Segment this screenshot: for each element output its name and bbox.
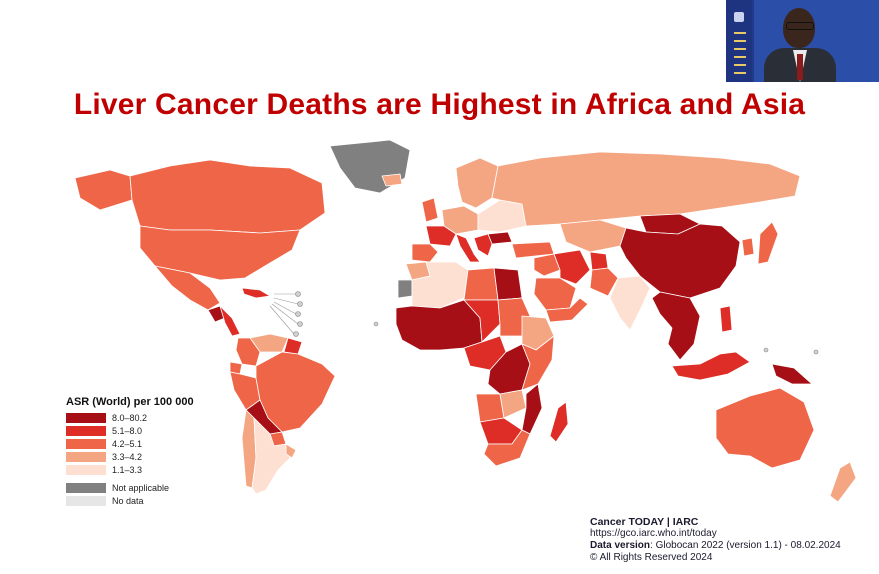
legend-label: Not applicable	[112, 483, 170, 493]
legend-swatch	[66, 452, 106, 462]
region-central-asia	[559, 219, 627, 253]
data-source-credit: Cancer TODAY | IARC https://gco.iarc.who…	[590, 516, 841, 564]
source-version: Data version: Globocan 2022 (version 1.1…	[590, 540, 841, 552]
region-libya	[463, 267, 499, 301]
region-china	[619, 223, 741, 299]
presenter-tie	[797, 54, 803, 80]
region-uruguay	[285, 443, 297, 459]
region-new-zealand	[829, 461, 857, 503]
island-marker	[297, 321, 303, 327]
region-korea	[741, 237, 755, 257]
legend-swatch	[66, 496, 106, 506]
region-chad-niger	[463, 299, 501, 343]
presenter-document	[726, 0, 752, 82]
region-india	[609, 275, 651, 331]
legend-label: 1.1–3.3	[112, 465, 143, 475]
legend-item: 8.0–80.2	[66, 412, 194, 424]
region-scandinavia	[455, 157, 499, 209]
region-caribbean	[241, 287, 271, 299]
legend-item: 5.1–8.0	[66, 425, 194, 437]
legend-item: 4.2–5.1	[66, 438, 194, 450]
region-middle-east	[533, 253, 561, 277]
world-choropleth-map	[74, 139, 857, 503]
island-marker	[813, 349, 819, 355]
presenter-glasses	[786, 22, 814, 30]
region-greenland	[329, 139, 411, 194]
legend-label: 5.1–8.0	[112, 426, 143, 436]
legend-item: 3.3–4.2	[66, 451, 194, 463]
region-south-africa	[483, 429, 531, 467]
region-argentina	[251, 417, 293, 495]
legend-item: 1.1–3.3	[66, 464, 194, 476]
legend-swatch	[66, 413, 106, 423]
slide-title: Liver Cancer Deaths are Highest in Afric…	[73, 88, 806, 121]
region-yemen-oman	[545, 297, 589, 323]
version-label: Data version	[590, 540, 651, 551]
region-balkans	[473, 233, 493, 257]
region-russia	[491, 151, 801, 227]
region-indonesia	[671, 351, 751, 381]
region-mozambique	[521, 383, 543, 435]
source-rights: © All Rights Reserved 2024	[590, 552, 713, 563]
region-iceland	[381, 173, 403, 187]
region-alaska	[74, 169, 133, 211]
region-saudi-arabia	[533, 277, 577, 311]
legend-label: 3.3–4.2	[112, 452, 143, 462]
region-spain	[411, 243, 439, 263]
island-marker	[373, 321, 379, 327]
island-marker	[297, 301, 303, 307]
island-marker	[295, 291, 301, 297]
version-value: : Globocan 2022 (version 1.1) - 08.02.20…	[650, 540, 841, 551]
source-brand: Cancer TODAY | IARC	[590, 516, 699, 528]
legend-swatch	[66, 465, 106, 475]
legend-label: 4.2–5.1	[112, 439, 143, 449]
legend-swatch	[66, 426, 106, 436]
legend-label: No data	[112, 496, 144, 506]
region-pakistan	[589, 267, 619, 297]
region-eastern-europe	[477, 199, 527, 233]
legend-item: Not applicable	[66, 482, 194, 494]
island-marker	[293, 331, 299, 337]
presenter-video-thumbnail[interactable]	[726, 0, 879, 82]
region-angola	[475, 393, 505, 423]
region-east-africa	[521, 335, 555, 391]
region-papua-new-guinea	[771, 363, 813, 385]
island-marker	[295, 311, 301, 317]
source-url[interactable]: https://gco.iarc.who.int/today	[590, 528, 717, 539]
region-afghanistan	[589, 251, 609, 271]
legend-swatch	[66, 439, 106, 449]
island-marker	[763, 347, 769, 353]
region-central-america	[219, 305, 241, 337]
region-madagascar	[549, 401, 569, 443]
region-uk	[421, 197, 439, 223]
region-southeast-asia	[651, 291, 701, 361]
region-western-sahara	[397, 279, 413, 299]
legend-title: ASR (World) per 100 000	[66, 396, 194, 408]
region-zambia	[499, 389, 527, 419]
region-iran	[553, 249, 591, 285]
region-canada	[129, 159, 326, 234]
region-philippines	[719, 305, 733, 333]
region-mexico	[154, 265, 221, 311]
region-australia	[715, 387, 815, 469]
region-egypt	[493, 267, 523, 301]
legend-label: 8.0–80.2	[112, 413, 148, 423]
region-italy	[455, 233, 481, 263]
region-japan	[757, 221, 779, 265]
region-brazil	[255, 351, 336, 433]
region-france	[425, 225, 457, 247]
legend-swatch	[66, 483, 106, 493]
legend-item: No data	[66, 495, 194, 507]
map-legend: ASR (World) per 100 000 8.0–80.2 5.1–8.0…	[66, 396, 194, 508]
